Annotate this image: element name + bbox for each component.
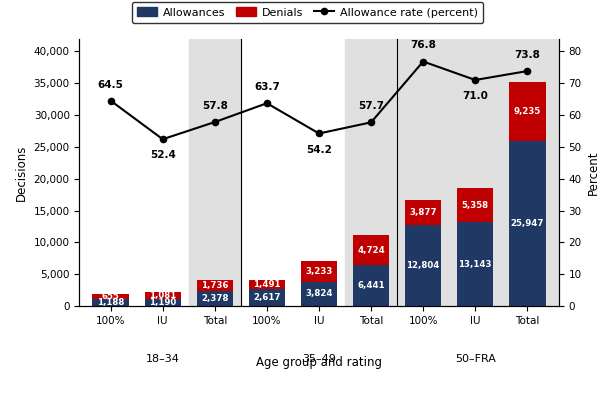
Bar bbox=[457, 222, 493, 306]
Text: 655: 655 bbox=[101, 292, 119, 301]
Text: 9,235: 9,235 bbox=[514, 107, 541, 116]
Text: 50–FRA: 50–FRA bbox=[455, 354, 496, 364]
Legend: Allowances, Denials, Allowance rate (percent): Allowances, Denials, Allowance rate (per… bbox=[132, 2, 483, 23]
Bar bbox=[353, 265, 389, 306]
Text: 76.8: 76.8 bbox=[410, 40, 436, 50]
X-axis label: Age group and rating: Age group and rating bbox=[256, 356, 382, 369]
Text: 57.8: 57.8 bbox=[202, 101, 228, 111]
Text: 52.4: 52.4 bbox=[150, 151, 176, 160]
Text: 25,947: 25,947 bbox=[510, 219, 544, 228]
Bar bbox=[248, 289, 285, 306]
Y-axis label: Decisions: Decisions bbox=[15, 144, 28, 200]
Text: 1,736: 1,736 bbox=[201, 281, 229, 290]
Text: 2,378: 2,378 bbox=[201, 294, 229, 303]
Text: 5,358: 5,358 bbox=[462, 201, 489, 210]
Text: 73.8: 73.8 bbox=[514, 50, 541, 60]
Bar bbox=[405, 200, 442, 224]
Bar bbox=[509, 141, 546, 306]
Text: 13,143: 13,143 bbox=[459, 260, 492, 269]
Bar bbox=[301, 261, 337, 282]
Bar bbox=[92, 299, 129, 306]
Text: 71.0: 71.0 bbox=[462, 91, 488, 101]
Text: 54.2: 54.2 bbox=[306, 145, 332, 154]
Text: 1,491: 1,491 bbox=[253, 280, 280, 289]
Bar bbox=[509, 82, 546, 141]
Text: 3,877: 3,877 bbox=[410, 208, 437, 217]
Text: 12,804: 12,804 bbox=[407, 261, 440, 270]
Text: 64.5: 64.5 bbox=[98, 79, 124, 90]
Bar bbox=[189, 39, 241, 306]
Y-axis label: Percent: Percent bbox=[587, 150, 600, 195]
Text: 63.7: 63.7 bbox=[254, 82, 280, 92]
Bar bbox=[457, 188, 493, 222]
Text: 1,188: 1,188 bbox=[97, 298, 124, 307]
Text: 6,441: 6,441 bbox=[357, 281, 385, 290]
Bar bbox=[353, 235, 389, 265]
Text: 3,233: 3,233 bbox=[305, 267, 333, 276]
Text: 35–49: 35–49 bbox=[302, 354, 336, 364]
Bar bbox=[301, 282, 337, 306]
Bar bbox=[92, 294, 129, 299]
Text: 18–34: 18–34 bbox=[146, 354, 180, 364]
Bar bbox=[197, 291, 233, 306]
Bar bbox=[397, 39, 558, 306]
Text: 2,617: 2,617 bbox=[253, 293, 280, 302]
Bar bbox=[345, 39, 397, 306]
Text: 57.7: 57.7 bbox=[358, 101, 384, 111]
Text: 1,190: 1,190 bbox=[149, 298, 177, 307]
Text: 4,724: 4,724 bbox=[357, 246, 385, 255]
Text: 1,081: 1,081 bbox=[149, 290, 177, 299]
Bar bbox=[197, 280, 233, 291]
Bar bbox=[145, 292, 181, 299]
Bar bbox=[405, 224, 442, 306]
Text: 3,824: 3,824 bbox=[305, 289, 333, 298]
Bar bbox=[145, 299, 181, 306]
Bar bbox=[248, 280, 285, 289]
